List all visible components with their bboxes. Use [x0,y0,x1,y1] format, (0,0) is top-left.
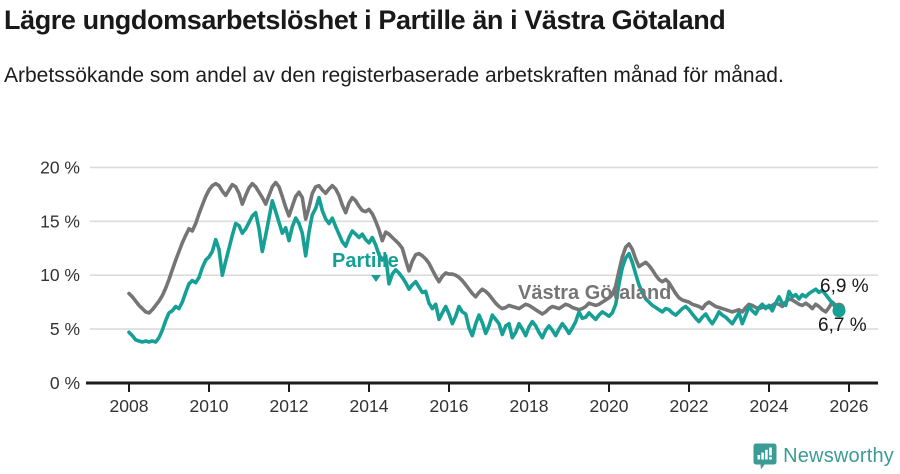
line-chart: 0 % 5 % 10 % 15 % 20 % 2008 2010 2012 2014 2016 2… [40,157,878,416]
vastra-gotaland-end-value-label: 6,9 % [820,276,869,297]
brand-footer: Newsworthy [753,442,894,470]
partille-end-value-label: 6,7 % [818,315,867,336]
newsworthy-logo-icon [753,443,777,469]
x-tick-label: 2022 [670,396,709,416]
brand-name: Newsworthy [783,444,894,467]
x-tick-label: 2012 [270,396,309,416]
partille-line [127,195,841,344]
x-tick-label: 2014 [350,396,389,416]
x-tick-label: 2020 [590,396,629,416]
chart-title: Lägre ungdomsarbetslöshet i Partille än … [4,5,726,35]
x-tick-label: 2024 [750,396,789,416]
x-axis-labels: 2008 2010 2012 2014 2016 2018 2020 2022 2024 2026 [110,396,869,416]
x-tick-label: 2016 [430,396,469,416]
y-tick-label: 5 % [50,319,80,339]
chart-canvas: 0 %5 %10 %15 %20 % 2008 2010 2012 2014 2016 2… [40,157,878,416]
x-tick-label: 2010 [190,396,229,416]
chart-subtitle: Arbetssökande som andel av den registerb… [4,64,784,87]
partille-series-label: Partille [332,250,399,272]
x-tick-label: 2008 [110,396,149,416]
partille-end-dot [832,304,846,318]
label-pointer-icon [371,275,381,282]
y-tick-label: 20 % [40,157,80,177]
vastra-gotaland-series-label: Västra Götaland [518,282,672,304]
x-tick-label: 2026 [830,396,869,416]
x-tick-label: 2018 [510,396,549,416]
vastra-gotaland-line [127,180,841,316]
y-tick-label: 0 % [50,373,80,393]
y-axis-labels: 0 % 5 % 10 % 15 % 20 % [40,157,80,393]
y-tick-label: 10 % [40,265,80,285]
y-tick-label: 15 % [40,211,80,231]
x-axis-ticks [128,384,850,392]
